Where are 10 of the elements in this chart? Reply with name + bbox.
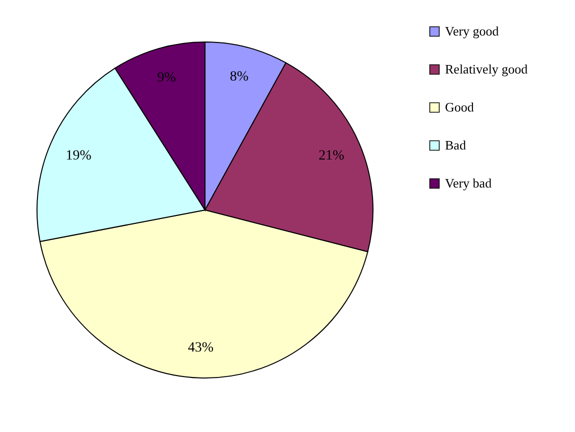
data-label: 9% [157,70,176,86]
legend-label: Very bad [445,176,492,190]
data-label: 21% [318,148,345,164]
legend-label: Good [445,100,474,114]
data-label: 8% [230,70,249,85]
data-label: 19% [66,148,92,164]
data-label: 43% [188,340,214,356]
legend-label: Very good [445,24,500,38]
legend-label: Bad [445,138,466,152]
legend-label: Relatively good [445,62,528,76]
